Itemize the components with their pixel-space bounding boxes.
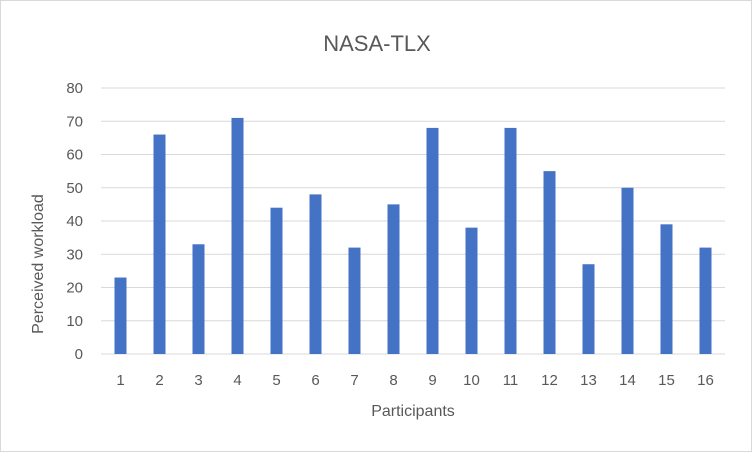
bar-participant-3 (192, 244, 205, 354)
x-tick-label: 13 (580, 372, 597, 389)
x-tick-label: 12 (541, 372, 558, 389)
bar-participant-12 (543, 171, 556, 354)
bar-participant-15 (660, 224, 673, 354)
y-tick-label: 20 (66, 280, 83, 297)
y-tick-label: 80 (66, 80, 83, 97)
y-axis-label: Perceived workload (30, 194, 47, 334)
x-tick-label: 16 (697, 372, 714, 389)
y-tick-label: 30 (66, 246, 83, 263)
bar-participant-11 (504, 127, 517, 355)
x-tick-label: 2 (155, 372, 163, 389)
bar-participant-5 (270, 207, 283, 354)
bar-participant-2 (153, 134, 166, 354)
x-tick-label: 7 (350, 372, 358, 389)
x-tick-label: 6 (311, 372, 319, 389)
x-tick-label: 4 (233, 372, 241, 389)
x-tick-label: 1 (116, 372, 124, 389)
bar-participant-13 (582, 264, 595, 354)
bars (114, 117, 712, 355)
y-tick-label: 40 (66, 213, 83, 230)
x-tick-label: 8 (389, 372, 397, 389)
x-axis-ticks: 1 2 3 4 5 6 7 8 9 10 11 12 13 14 15 16 (116, 372, 714, 389)
chart-title: NASA-TLX (323, 31, 431, 56)
gridlines (101, 87, 725, 355)
y-tick-label: 10 (66, 313, 83, 330)
y-tick-label: 0 (75, 346, 83, 363)
bar-participant-4 (231, 117, 244, 354)
x-tick-label: 15 (658, 372, 675, 389)
x-tick-label: 9 (428, 372, 436, 389)
bar-participant-8 (387, 204, 400, 354)
x-tick-label: 11 (503, 372, 519, 389)
y-tick-label: 70 (66, 113, 83, 130)
x-tick-label: 10 (463, 372, 480, 389)
bar-participant-14 (621, 187, 634, 354)
x-tick-label: 14 (619, 372, 636, 389)
x-tick-label: 5 (272, 372, 280, 389)
bar-participant-9 (426, 127, 439, 355)
y-axis-ticks: 0 10 20 30 40 50 60 70 80 (66, 80, 83, 363)
bar-participant-10 (465, 227, 478, 354)
y-tick-label: 50 (66, 180, 83, 197)
bar-participant-7 (348, 247, 361, 354)
bar-participant-6 (309, 194, 322, 354)
y-tick-label: 60 (66, 147, 83, 164)
x-tick-label: 3 (194, 372, 202, 389)
bar-participant-1 (114, 277, 127, 354)
bar-participant-16 (699, 247, 712, 354)
x-axis-label: Participants (371, 403, 455, 420)
